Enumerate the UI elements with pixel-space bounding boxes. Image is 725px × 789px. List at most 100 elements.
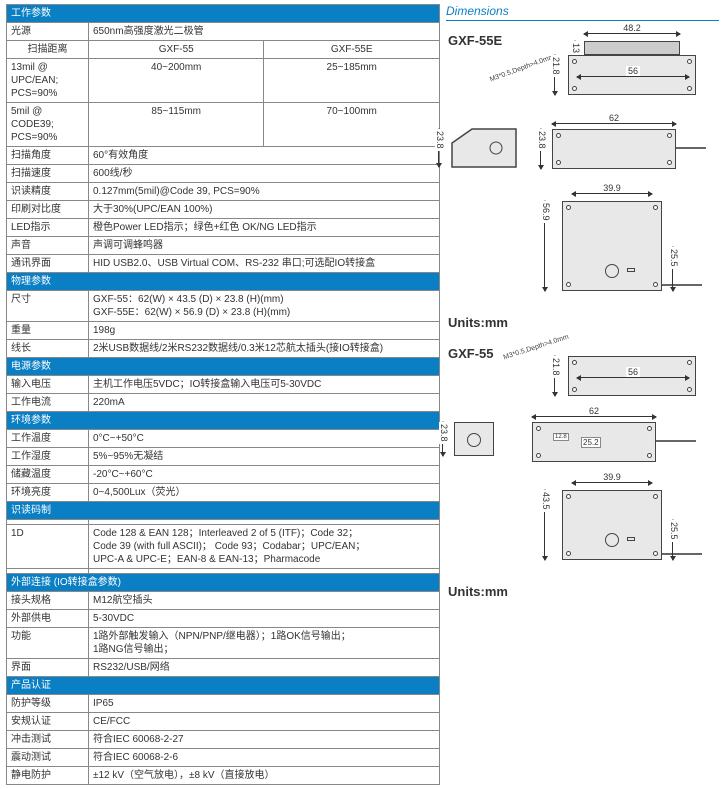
row-value: IP65 — [89, 695, 440, 713]
row-value: RS232/USB/网络 — [89, 659, 440, 677]
dim-value: 48.2 — [621, 23, 643, 33]
row-value: HID USB2.0、USB Virtual COM、RS-232 串口;可选配… — [89, 255, 440, 273]
row-value: -20°C~+60°C — [89, 466, 440, 484]
row-label: 识读精度 — [7, 183, 89, 201]
row-value: 5-30VDC — [89, 610, 440, 628]
diagram-55-side: 23.8 — [446, 416, 506, 466]
row-value: 符合IEC 60068-2-6 — [89, 749, 440, 767]
row-value: 25~185mm — [264, 59, 440, 103]
row-value: 198g — [89, 322, 440, 340]
row-label: 工作湿度 — [7, 448, 89, 466]
dim-value: 21.8 — [551, 356, 561, 378]
units-label: Units:mm — [448, 584, 719, 599]
row-value: 声调可调蜂鸣器 — [89, 237, 440, 255]
row-label: 功能 — [7, 628, 89, 659]
screw-note: M3*0.5,Depth>4.0mm — [489, 54, 556, 84]
row-label: 安规认证 — [7, 713, 89, 731]
row-value: 0.127mm(5mil)@Code 39, PCS=90% — [89, 183, 440, 201]
row-label: 扫描角度 — [7, 147, 89, 165]
row-label: 环境亮度 — [7, 484, 89, 502]
row-value: ±12 kV（空气放电），±8 kV（直接放电） — [89, 767, 440, 785]
diagram-55-front: 25.2 12.8 62 — [512, 416, 712, 472]
row-label: 输入电压 — [7, 376, 89, 394]
diagram-55-top: M3*0.5,Depth>4.0mm 56 21.8 — [524, 340, 704, 410]
row-value: 5%~95%无凝结 — [89, 448, 440, 466]
row-value: 大于30%(UPC/EAN 100%) — [89, 201, 440, 219]
row-label: 震动测试 — [7, 749, 89, 767]
section-env: 环境参数 — [7, 412, 440, 430]
row-label: 声音 — [7, 237, 89, 255]
row-value: 40~200mm — [89, 59, 264, 103]
row-label: 尺寸 — [7, 291, 89, 322]
dim-value: 23.8 — [435, 129, 445, 151]
dim-value: 62 — [607, 113, 621, 123]
row-value: Code 128 & EAN 128；Interleaved 2 of 5 (I… — [89, 525, 440, 569]
row-label: 13mil @ UPC/EAN; PCS=90% — [7, 59, 89, 103]
row-value: 2米USB数据线/2米RS232数据线/0.3米12芯航太插头(接IO转接盒) — [89, 340, 440, 358]
units-label: Units:mm — [448, 315, 719, 330]
row-label: 线长 — [7, 340, 89, 358]
row-label: 防护等级 — [7, 695, 89, 713]
section-physical: 物理参数 — [7, 273, 440, 291]
model-e-label: GXF-55E — [448, 33, 518, 48]
row-label: 扫描速度 — [7, 165, 89, 183]
dim-value: 23.8 — [537, 129, 547, 151]
diagram-55e-bottom: 39.9 56.9 25.5 — [522, 189, 712, 309]
diagram-55e-side: 23.8 — [446, 123, 526, 183]
row-value: 0~4,500Lux（荧光） — [89, 484, 440, 502]
row-value: M12航空插头 — [89, 592, 440, 610]
dim-value: 12.8 — [553, 433, 569, 441]
dim-value: 21.8 — [551, 55, 561, 77]
row-label: LED指示 — [7, 219, 89, 237]
diagram-55e-front: 62 23.8 — [532, 123, 712, 183]
dim-value: 39.9 — [601, 183, 623, 193]
row-label: 通讯界面 — [7, 255, 89, 273]
row-value: 橙色Power LED指示；绿色+红色 OK/NG LED指示 — [89, 219, 440, 237]
dim-value: 39.9 — [601, 472, 623, 482]
diagram-55e-top: 48.2 13 56 M3*0.5,Depth>4.0mm 21.8 — [524, 27, 704, 117]
row-value: 70~100mm — [264, 103, 440, 147]
row-label: 扫描距离 — [7, 41, 89, 59]
section-external: 外部连接 (IO转接盒参数) — [7, 574, 440, 592]
dim-value: 25.5 — [669, 520, 679, 542]
row-label: 光源 — [7, 23, 89, 41]
row-value: 650nm高强度激光二极管 — [89, 23, 440, 41]
row-label: 工作电流 — [7, 394, 89, 412]
row-value: 0°C~+50°C — [89, 430, 440, 448]
section-work: 工作参数 — [7, 5, 440, 23]
row-label: 1D — [7, 525, 89, 569]
row-label: 静电防护 — [7, 767, 89, 785]
col-model1: GXF-55 — [89, 41, 264, 59]
dim-value: 25.2 — [581, 437, 601, 448]
row-label: 工作温度 — [7, 430, 89, 448]
row-value: 85~115mm — [89, 103, 264, 147]
row-label: 冲击测试 — [7, 731, 89, 749]
dim-value: 25.5 — [669, 247, 679, 269]
row-label: 外部供电 — [7, 610, 89, 628]
spec-table: 工作参数 光源650nm高强度激光二极管 扫描距离 GXF-55 GXF-55E… — [6, 4, 440, 785]
dim-value: 62 — [587, 406, 601, 416]
dimensions-title: Dimensions — [446, 4, 719, 21]
row-value: GXF-55：62(W) × 43.5 (D) × 23.8 (H)(mm) G… — [89, 291, 440, 322]
section-cert: 产品认证 — [7, 677, 440, 695]
row-value: 1路外部触发输入（NPN/PNP/继电器）；1路OK信号输出； 1路NG信号输出… — [89, 628, 440, 659]
section-power: 电源参数 — [7, 358, 440, 376]
row-value: 符合IEC 60068-2-27 — [89, 731, 440, 749]
row-label: 接头规格 — [7, 592, 89, 610]
row-label: 5mil @ CODE39; PCS=90% — [7, 103, 89, 147]
col-model2: GXF-55E — [264, 41, 440, 59]
section-decode: 识读码制 — [7, 502, 440, 520]
dim-value: 23.8 — [439, 422, 449, 444]
row-label: 储藏温度 — [7, 466, 89, 484]
row-label: 印刷对比度 — [7, 201, 89, 219]
row-value: 600线/秒 — [89, 165, 440, 183]
row-label: 重量 — [7, 322, 89, 340]
dim-value: 56.9 — [541, 201, 551, 223]
row-value: 60°有效角度 — [89, 147, 440, 165]
dim-value: 13 — [571, 41, 581, 55]
dim-value: 56 — [626, 367, 640, 377]
dim-value: 56 — [626, 66, 640, 76]
row-value: CE/FCC — [89, 713, 440, 731]
row-value: 主机工作电压5VDC；IO转接盒输入电压可5-30VDC — [89, 376, 440, 394]
dim-value: 43.5 — [541, 490, 551, 512]
